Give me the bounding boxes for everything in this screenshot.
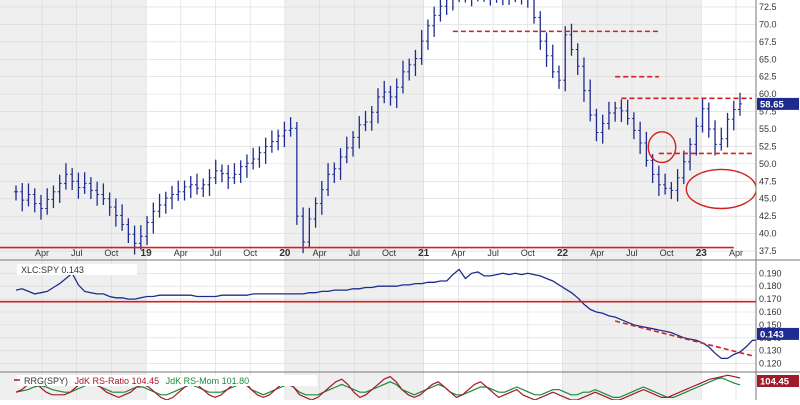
price-annotations bbox=[0, 30, 756, 249]
legends: XLC:SPY 0.143 RRG(SPY) JdK RS-Ratio 104.… bbox=[14, 264, 317, 386]
x-tick-label: Jul bbox=[210, 248, 222, 258]
x-tick-label: Apr bbox=[451, 248, 465, 258]
x-tick-label: Jul bbox=[487, 248, 499, 258]
price-y-tick: 40.0 bbox=[759, 229, 777, 239]
ratio-legend-bg bbox=[17, 264, 137, 275]
ratio-legend: XLC:SPY 0.143 bbox=[21, 265, 84, 275]
gridlines bbox=[0, 0, 756, 400]
last-value-badges: 58.65 0.143 104.45 bbox=[757, 97, 799, 388]
price-last-value-bg bbox=[757, 97, 799, 110]
price-y-tick: 47.5 bbox=[759, 176, 777, 186]
ratio-y-tick: 0.150 bbox=[759, 320, 782, 330]
price-y-tick: 55.0 bbox=[759, 124, 777, 134]
x-tick-label: Oct bbox=[243, 248, 258, 258]
rrg-legend-ratio: JdK RS-Ratio 104.45 bbox=[75, 376, 160, 386]
x-tick-label: 23 bbox=[696, 248, 708, 259]
rrg-legend-mom: JdK RS-Mom 101.80 bbox=[166, 376, 250, 386]
x-tick-label: Apr bbox=[590, 248, 604, 258]
rrg-legend-bg bbox=[17, 375, 317, 386]
x-tick-label: Jul bbox=[349, 248, 361, 258]
price-y-tick: 70.0 bbox=[759, 19, 777, 29]
price-y-tick: 50.0 bbox=[759, 159, 777, 169]
rrg-last-value-bg bbox=[757, 375, 799, 387]
ratio-series bbox=[15, 268, 756, 360]
x-tick-label: Oct bbox=[382, 248, 397, 258]
rrg-last-value: 104.45 bbox=[760, 377, 790, 388]
x-tick-label: Apr bbox=[35, 248, 49, 258]
x-axis-labels: Apr Jul Oct 19 Apr Jul Oct 20 Apr Jul Oct 21 Apr Jul O… bbox=[35, 248, 743, 259]
price-y-tick: 52.5 bbox=[759, 141, 777, 151]
x-tick-label: Oct bbox=[104, 248, 119, 258]
price-last-value: 58.65 bbox=[760, 99, 784, 110]
x-tick-label: 22 bbox=[557, 248, 569, 259]
price-y-tick: 42.5 bbox=[759, 211, 777, 221]
rrg-series bbox=[15, 374, 741, 400]
x-tick-label: Oct bbox=[521, 248, 536, 258]
ratio-y-tick: 0.130 bbox=[759, 346, 782, 356]
rs-ratio-line bbox=[15, 374, 741, 400]
price-y-tick: 37.5 bbox=[759, 246, 777, 256]
ratio-y-tick: 0.190 bbox=[759, 268, 782, 278]
rrg-legend-base: RRG(SPY) bbox=[24, 376, 68, 386]
x-tick-label: 19 bbox=[141, 248, 153, 259]
x-tick-label: Oct bbox=[660, 248, 675, 258]
price-y-tick: 62.5 bbox=[759, 72, 777, 82]
ratio-y-tick: 0.170 bbox=[759, 294, 782, 304]
rrg-legend: RRG(SPY) JdK RS-Ratio 104.45 JdK RS-Mom … bbox=[24, 376, 249, 386]
x-tick-label: Apr bbox=[313, 248, 327, 258]
x-tick-label: Apr bbox=[174, 248, 188, 258]
price-y-tick: 65.0 bbox=[759, 54, 777, 64]
price-y-tick: 67.5 bbox=[759, 37, 777, 47]
x-tick-label: 21 bbox=[418, 248, 430, 259]
price-y-tick: 57.5 bbox=[759, 107, 777, 117]
x-tick-label: Jul bbox=[626, 248, 638, 258]
ratio-annotations bbox=[0, 300, 756, 357]
time-band bbox=[0, 0, 147, 400]
price-y-tick: 60.0 bbox=[759, 89, 777, 99]
circle-annotation bbox=[685, 168, 756, 210]
price-series bbox=[14, 0, 742, 255]
ratio-y-tick: 0.180 bbox=[759, 281, 782, 291]
price-y-tick: 72.5 bbox=[759, 2, 777, 12]
ratio-last-value-bg bbox=[757, 327, 799, 340]
ratio-y-tick: 0.120 bbox=[759, 359, 782, 369]
x-tick-label: Jul bbox=[71, 248, 83, 258]
price-y-tick: 45.0 bbox=[759, 194, 777, 204]
circle-annotation bbox=[647, 131, 677, 164]
y-axis-labels: 37.5 40.0 42.5 45.0 47.5 50.0 52.5 55.0 57.5 60.0… bbox=[759, 2, 782, 369]
time-bands bbox=[0, 0, 702, 400]
ratio-line bbox=[15, 268, 756, 360]
x-tick-label: 20 bbox=[279, 248, 291, 259]
ratio-last-value: 0.143 bbox=[760, 329, 784, 340]
x-tick-label: Apr bbox=[729, 248, 743, 258]
ratio-y-tick: 0.160 bbox=[759, 307, 782, 317]
